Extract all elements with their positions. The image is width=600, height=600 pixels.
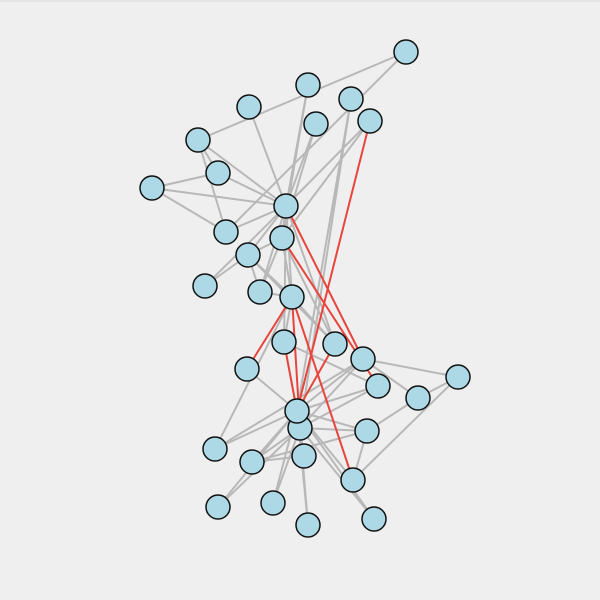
edge-16-33 (272, 427, 301, 504)
node-1[interactable] (273, 193, 299, 219)
node-19[interactable] (295, 512, 321, 538)
edge-6-17 (225, 51, 407, 233)
edge-23-34 (296, 98, 352, 412)
nodes-group (139, 39, 471, 538)
edge-31-33 (299, 385, 379, 429)
node-28[interactable] (340, 467, 366, 493)
highlighted-edge-1-32 (285, 205, 364, 360)
node-13[interactable] (192, 273, 218, 299)
node-3[interactable] (279, 284, 305, 310)
node-22[interactable] (295, 72, 321, 98)
node-14[interactable] (322, 331, 348, 357)
node-16[interactable] (260, 490, 286, 516)
edge-1-20 (285, 120, 371, 207)
edge-1-11 (151, 187, 287, 207)
node-31[interactable] (365, 373, 391, 399)
node-9[interactable] (271, 329, 297, 355)
edge-25-32 (362, 358, 459, 378)
node-5[interactable] (205, 160, 231, 186)
highlighted-edge-3-28 (291, 296, 354, 481)
node-4[interactable] (235, 242, 261, 268)
edge-21-33 (299, 427, 375, 520)
edge-32-34 (296, 358, 364, 412)
edge-31-34 (296, 385, 379, 412)
node-10[interactable] (234, 356, 260, 382)
node-20[interactable] (357, 108, 383, 134)
edge-1-14 (285, 205, 336, 345)
node-34[interactable] (284, 398, 310, 424)
node-8[interactable] (247, 279, 273, 305)
highlighted-edge-20-34 (296, 120, 371, 412)
node-26[interactable] (405, 385, 431, 411)
highlighted-edge-14-34 (296, 343, 336, 412)
node-27[interactable] (291, 443, 317, 469)
node-12[interactable] (236, 94, 262, 120)
highlighted-edge-3-10 (246, 296, 293, 370)
node-30[interactable] (239, 449, 265, 475)
top-border (0, 0, 600, 2)
edge-9-31 (283, 341, 379, 387)
node-11[interactable] (139, 175, 165, 201)
edge-32-33 (299, 358, 364, 429)
edge-1-7 (197, 139, 287, 207)
node-17[interactable] (393, 39, 419, 65)
node-7[interactable] (185, 127, 211, 153)
edge-25-28 (352, 376, 459, 481)
node-18[interactable] (303, 111, 329, 137)
node-25[interactable] (445, 364, 471, 390)
edge-2-20 (281, 120, 371, 239)
node-15[interactable] (205, 494, 231, 520)
node-2[interactable] (269, 225, 295, 251)
node-23[interactable] (338, 86, 364, 112)
node-29[interactable] (202, 436, 228, 462)
edge-1-8 (259, 205, 287, 293)
edge-6-11 (151, 187, 227, 233)
node-24[interactable] (354, 418, 380, 444)
edge-2-14 (281, 237, 336, 345)
edge-2-18 (281, 123, 317, 239)
node-6[interactable] (213, 219, 239, 245)
node-32[interactable] (350, 346, 376, 372)
edge-1-12 (248, 106, 287, 207)
edge-29-34 (214, 410, 298, 450)
node-21[interactable] (361, 506, 387, 532)
edge-6-7 (197, 139, 227, 233)
